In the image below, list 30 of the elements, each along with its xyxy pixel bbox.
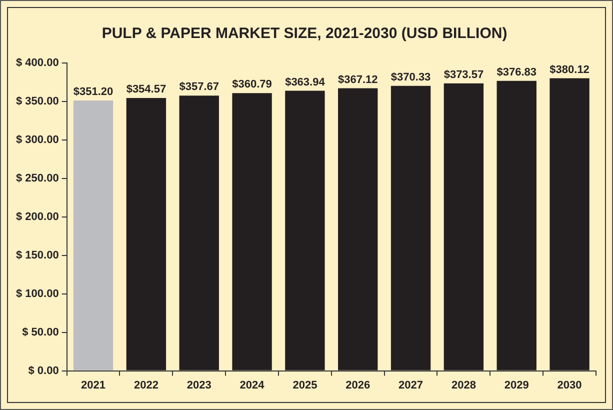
y-tick-label: $ 50.00 <box>22 326 59 338</box>
y-tick-label: $ 250.00 <box>16 172 59 184</box>
y-tick-label: $ 100.00 <box>16 288 59 300</box>
x-tick-label: 2023 <box>186 379 212 392</box>
data-label: $357.67 <box>179 81 219 94</box>
chart-title: PULP & PAPER MARKET SIZE, 2021-2030 (USD BILLION) <box>102 25 508 42</box>
x-tick-label: 2024 <box>240 379 266 392</box>
x-tick-label: 2025 <box>292 379 318 392</box>
data-label: $360.79 <box>232 78 272 91</box>
data-label: $367.12 <box>338 74 378 86</box>
y-tick-label: $ 350.00 <box>16 96 59 108</box>
data-label: $373.57 <box>444 68 484 81</box>
data-label: $351.20 <box>73 86 114 98</box>
data-label: $376.83 <box>496 66 537 78</box>
x-tick-label: 2030 <box>557 379 582 392</box>
x-tick-label: 2026 <box>346 379 370 392</box>
data-label: $370.33 <box>390 71 431 84</box>
x-tick-label: 2027 <box>398 379 424 392</box>
y-tick-label: $ 0.00 <box>28 364 59 377</box>
y-tick-label: $ 400.00 <box>16 57 59 70</box>
data-label: $354.57 <box>126 83 166 96</box>
x-tick-label: 2028 <box>451 379 476 392</box>
y-tick-label: $ 200.00 <box>16 210 59 223</box>
x-tick-label: 2021 <box>81 379 106 392</box>
data-label: $363.94 <box>285 76 326 88</box>
data-label: $380.12 <box>550 64 590 76</box>
x-tick-label: 2029 <box>504 379 529 392</box>
y-tick-label: $ 300.00 <box>16 134 59 146</box>
x-tick-label: 2022 <box>134 379 158 392</box>
y-tick-label: $ 150.00 <box>16 249 59 262</box>
